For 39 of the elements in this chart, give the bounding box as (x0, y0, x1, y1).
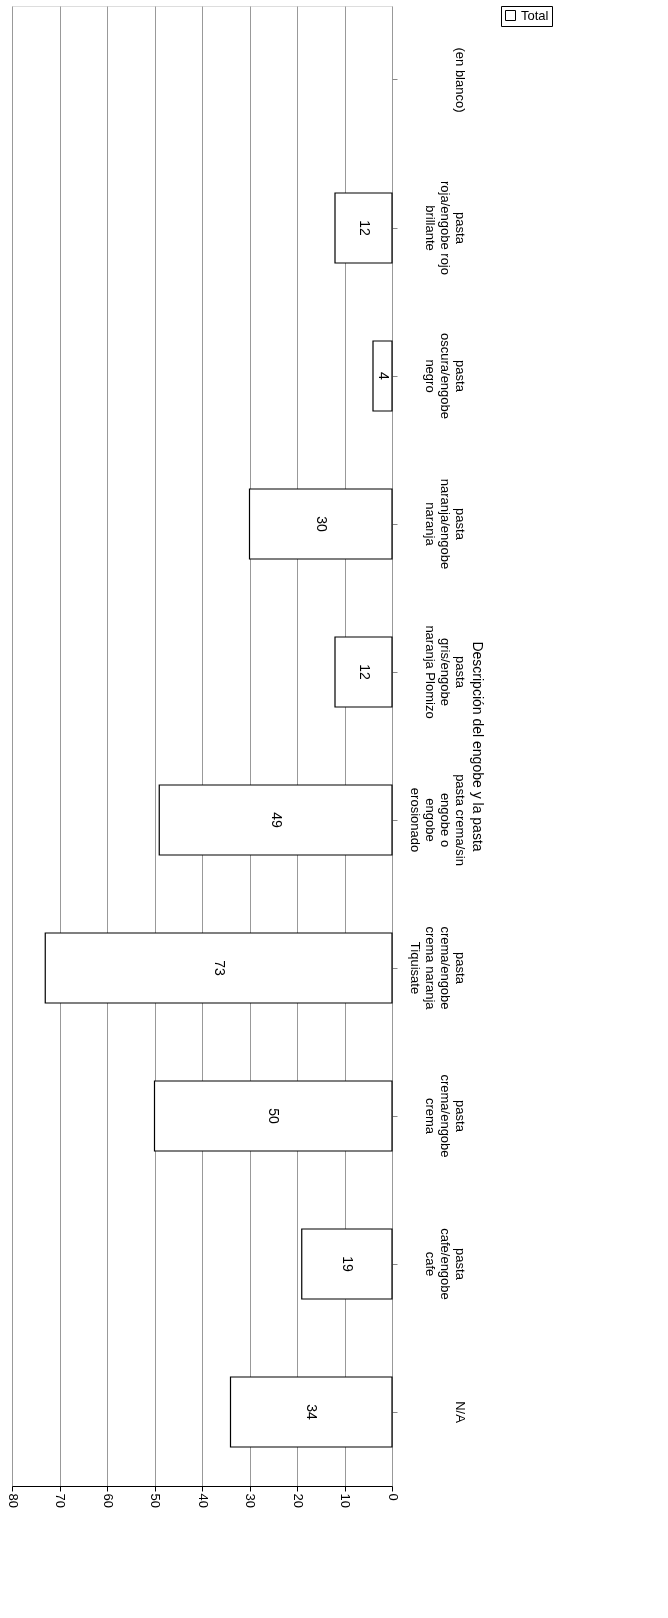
y-tick-label: pasta cafe/engobe cafe (422, 1228, 468, 1300)
bar (334, 636, 393, 708)
y-tick-label: pasta oscura/engobe negro (422, 332, 468, 420)
y-tick-label: pasta gris/engobe naranja Plomizo (422, 625, 468, 719)
y-tick-label: pasta roja/engobe rojo brillante (422, 181, 468, 275)
y-tick-label: pasta naranja/engobe naranja (422, 478, 468, 570)
x-tick-label: 40 (195, 1493, 211, 1508)
data-label: 49 (268, 812, 285, 828)
x-tick-label: 20 (290, 1493, 306, 1508)
y-tick-label: N/A (452, 1401, 468, 1424)
data-label: 19 (339, 1256, 356, 1272)
bar (248, 488, 393, 560)
bar (372, 340, 393, 412)
y-axis-title: Descripción del engobe y la pasta (469, 641, 486, 852)
bar (301, 1228, 393, 1300)
data-label: 12 (356, 220, 373, 236)
x-tick-label: 30 (243, 1493, 258, 1508)
data-label: 4 (375, 372, 392, 381)
x-tick-label: 70 (53, 1493, 68, 1508)
y-tick-label: pasta crema/sin engobe o engobe erosionado (407, 774, 468, 866)
x-tick-label: 0 (385, 1493, 401, 1501)
x-tick-label: 50 (148, 1493, 163, 1508)
data-label: 30 (313, 516, 330, 532)
bar (229, 1376, 393, 1448)
data-label: 12 (356, 664, 373, 680)
data-label: 73 (211, 960, 228, 976)
data-label: 50 (266, 1108, 283, 1124)
y-tick-label: (en blanco) (452, 47, 468, 113)
data-label: 34 (304, 1404, 321, 1420)
bar (153, 1080, 393, 1152)
bar (334, 192, 393, 264)
bar (158, 784, 393, 856)
x-tick-label: 60 (100, 1493, 116, 1508)
bar (44, 932, 393, 1004)
x-tick-label: 10 (338, 1493, 353, 1508)
y-tick-label: pasta crema/engobe crema (422, 1074, 468, 1158)
y-tick-label: pasta crema/engobe crema naranja Tiquisate (407, 926, 468, 1011)
x-tick-label: 80 (5, 1493, 21, 1508)
legend-label: Total (521, 7, 549, 23)
